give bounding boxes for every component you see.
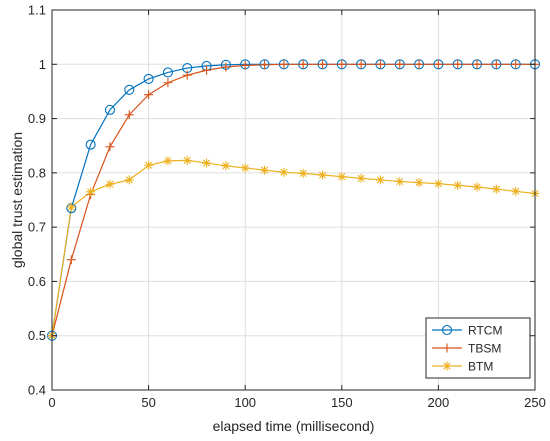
data-point-tbsm [491, 59, 501, 69]
x-tick-label: 250 [524, 395, 546, 410]
data-point-rtcm [104, 104, 116, 115]
data-point-rtcm [143, 73, 154, 84]
data-point-btm [472, 182, 482, 192]
data-point-btm [298, 168, 308, 178]
y-tick-label: 1 [39, 57, 46, 72]
data-point-tbsm [375, 59, 385, 69]
data-point-tbsm [202, 65, 212, 75]
data-point-tbsm [221, 62, 231, 72]
data-point-tbsm [414, 59, 424, 69]
data-point-btm [356, 173, 366, 183]
data-point-btm [453, 180, 463, 190]
data-point-tbsm [472, 59, 482, 69]
data-point-tbsm [511, 59, 521, 69]
data-point-btm [202, 158, 212, 168]
data-point-btm [240, 163, 250, 173]
data-point-rtcm [124, 84, 135, 95]
data-point-tbsm [453, 59, 463, 69]
data-point-btm [260, 165, 270, 175]
data-point-btm [375, 175, 385, 185]
data-point-btm [317, 170, 327, 180]
data-point-tbsm [260, 60, 270, 70]
data-point-btm [337, 172, 347, 182]
data-point-btm [221, 161, 231, 171]
data-point-btm [144, 160, 154, 170]
y-tick-label: 1.1 [28, 3, 46, 18]
data-point-tbsm [240, 60, 250, 70]
data-point-rtcm [162, 67, 173, 78]
y-axis-label: global trust estimation [9, 132, 25, 268]
data-point-btm [395, 177, 405, 187]
data-point-tbsm [279, 59, 289, 69]
x-tick-label: 150 [331, 395, 353, 410]
data-point-tbsm [298, 59, 308, 69]
legend-label-btm: BTM [468, 359, 493, 373]
x-tick-label: 50 [141, 395, 155, 410]
data-point-tbsm [182, 70, 192, 80]
data-point-tbsm [433, 59, 443, 69]
legend-label-tbsm: TBSM [468, 341, 501, 355]
data-point-btm [491, 184, 501, 194]
y-tick-label: 0.7 [28, 220, 46, 235]
legend-marker-rtcm [441, 324, 453, 336]
legend-marker-tbsm [442, 343, 452, 353]
data-point-btm [86, 187, 96, 197]
data-point-tbsm [105, 142, 115, 152]
x-axis-label: elapsed time (millisecond) [213, 418, 375, 434]
y-tick-label: 0.6 [28, 274, 46, 289]
tick-labels: 0 50 100 150 200 250 0.4 0.5 0.6 0.7 0.8 0.9 1 1.1 [28, 3, 546, 411]
data-point-btm [511, 186, 521, 196]
legend-marker-btm [442, 361, 452, 371]
data-point-tbsm [163, 78, 173, 88]
data-point-btm [105, 179, 115, 189]
data-point-tbsm [356, 59, 366, 69]
y-tick-label: 0.8 [28, 165, 46, 180]
y-tick-label: 0.9 [28, 111, 46, 126]
data-point-tbsm [337, 59, 347, 69]
data-point-rtcm [85, 139, 96, 150]
legend-label-rtcm: RTCM [468, 323, 502, 337]
axis-ticks [51, 9, 536, 391]
axes-box [51, 9, 536, 391]
x-tick-label: 0 [48, 395, 55, 410]
y-tick-label: 0.4 [28, 383, 46, 398]
data-point-btm [279, 167, 289, 177]
data-point-btm [163, 156, 173, 166]
data-point-tbsm [66, 255, 76, 265]
data-point-btm [433, 179, 443, 189]
data-point-btm [66, 202, 76, 212]
data-point-btm [414, 178, 424, 188]
x-tick-label: 100 [234, 395, 256, 410]
x-tick-label: 200 [428, 395, 450, 410]
data-point-tbsm [395, 59, 405, 69]
data-point-btm [182, 155, 192, 165]
legend: RTCM TBSM BTM [425, 317, 531, 379]
y-tick-label: 0.5 [28, 328, 46, 343]
data-point-btm [124, 175, 134, 185]
data-point-tbsm [124, 110, 134, 120]
data-point-tbsm [317, 59, 327, 69]
data-point-tbsm [144, 90, 154, 100]
